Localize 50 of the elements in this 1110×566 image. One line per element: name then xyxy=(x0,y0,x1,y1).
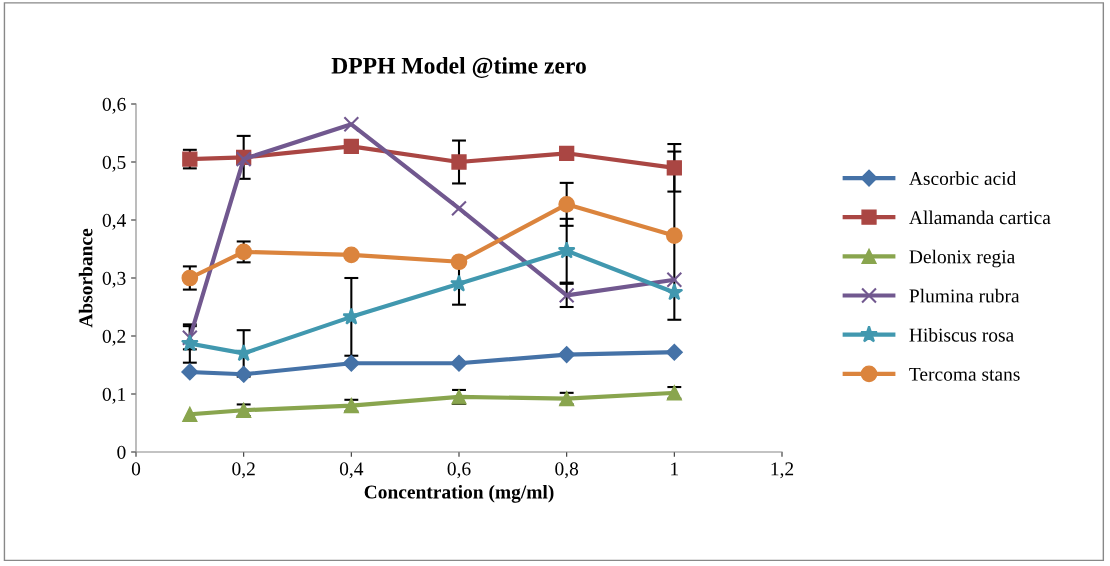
point xyxy=(181,269,199,287)
x-tick-label: 0,2 xyxy=(232,462,255,479)
point xyxy=(182,406,198,422)
y-tick-label: 0,2 xyxy=(102,329,126,346)
point xyxy=(342,246,360,264)
point xyxy=(666,271,683,288)
x-tick-label: 0,8 xyxy=(555,462,579,479)
x-tick-label: 1,2 xyxy=(771,462,794,479)
point xyxy=(181,363,199,381)
legend-label: Hibiscus rosa xyxy=(909,327,1014,342)
point xyxy=(450,354,468,372)
x-axis-title: Concentration (mg/ml) xyxy=(364,484,554,503)
point xyxy=(343,138,359,154)
chart-title: DPPH Model @time zero xyxy=(331,57,586,78)
point xyxy=(181,329,198,346)
point xyxy=(343,116,360,133)
legend-label: Tercoma stans xyxy=(909,367,1020,381)
point xyxy=(342,307,361,325)
y-tick-label: 0,3 xyxy=(102,271,126,288)
point xyxy=(234,344,253,362)
point xyxy=(665,343,683,361)
legend-label: Ascorbic acid xyxy=(909,171,1017,186)
legend-label: Allamanda cartica xyxy=(909,210,1051,225)
point xyxy=(342,354,360,372)
x-tick-label: 0,6 xyxy=(447,462,471,479)
point xyxy=(450,274,468,292)
y-axis-title: Absorbance xyxy=(78,228,93,328)
point xyxy=(451,154,467,170)
x-tick-label: 0,4 xyxy=(339,462,364,479)
point xyxy=(450,253,468,271)
point xyxy=(451,200,467,217)
point xyxy=(180,334,199,352)
legend-label: Delonix regia xyxy=(909,249,1015,268)
point xyxy=(557,241,576,259)
point xyxy=(559,145,575,161)
y-tick-label: 0,4 xyxy=(102,213,126,230)
point xyxy=(235,365,253,383)
point xyxy=(558,346,576,364)
y-tick-label: 0,6 xyxy=(102,97,126,114)
x-tick-label: 1 xyxy=(671,462,679,476)
point xyxy=(665,227,683,244)
y-tick-label: 0 xyxy=(117,445,126,459)
y-tick-label: 0,5 xyxy=(102,155,126,172)
point xyxy=(558,287,575,304)
point xyxy=(558,196,576,213)
x-tick-label: 0 xyxy=(131,462,141,476)
point xyxy=(666,160,682,176)
point xyxy=(665,283,684,301)
legend-label: Plumina rubra xyxy=(909,288,1020,303)
y-tick-label: 0,1 xyxy=(102,387,126,404)
